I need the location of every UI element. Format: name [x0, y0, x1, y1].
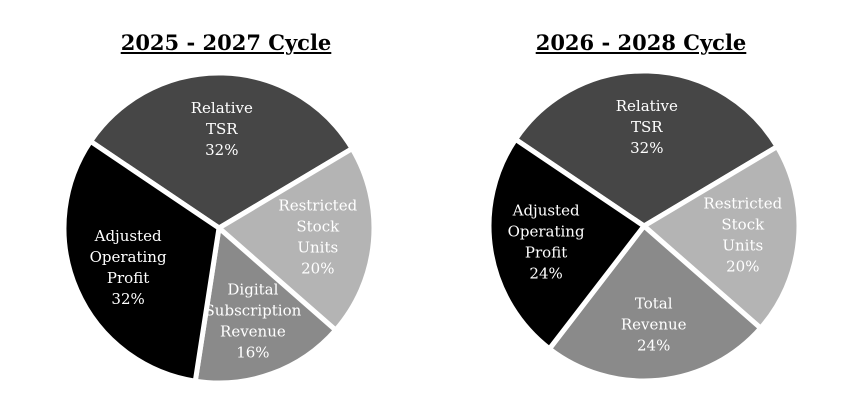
slice-label-digital-subscription-revenue: Digital Subscription Revenue 16%: [205, 281, 302, 362]
slice-label-line: Relative: [191, 99, 253, 117]
chart-title-2026-2028: 2026 - 2028 Cycle: [535, 30, 747, 55]
slice-label-line: Units: [722, 237, 763, 255]
slice-label-line: Total: [635, 295, 673, 313]
slice-label-line: Revenue: [220, 323, 286, 341]
slice-value-label: 32%: [205, 141, 238, 159]
pie-slice-digital-subscription-revenue: [192, 225, 339, 386]
slice-value-label: 20%: [301, 260, 334, 278]
slice-value-label: 24%: [637, 337, 670, 355]
slice-label-line: TSR: [631, 118, 663, 136]
slice-label-line: TSR: [206, 120, 238, 138]
slice-label-line: Operating: [508, 222, 585, 240]
slice-label-line: Operating: [90, 248, 167, 266]
slice-label-adjusted-operating-profit: Adjusted Operating Profit 24%: [508, 201, 585, 282]
slice-label-line: Adjusted: [512, 201, 580, 219]
slice-label-adjusted-operating-profit: Adjusted Operating Profit 32%: [90, 227, 167, 308]
pie-slice-relative-tsr: [88, 70, 355, 231]
slice-label-line: Digital: [227, 281, 278, 299]
slice-label-line: Subscription: [205, 302, 302, 320]
slice-label-line: Revenue: [621, 316, 687, 334]
pie-chart-1: Relative TSR 32% Restricted Stock Units 20% Dig…: [61, 70, 377, 386]
slice-label-line: Relative: [616, 97, 678, 115]
slice-label-line: Restricted: [703, 195, 782, 213]
slice-label-line: Units: [297, 239, 338, 257]
slice-label-line: Restricted: [278, 197, 357, 215]
slice-value-label: 16%: [236, 344, 269, 362]
slice-value-label: 20%: [726, 258, 759, 276]
chart-title-2025-2027: 2025 - 2027 Cycle: [120, 30, 332, 55]
slice-label-relative-tsr: Relative TSR 32%: [191, 99, 253, 159]
slice-label-total-revenue: Total Revenue 24%: [621, 295, 687, 355]
slice-value-label: 24%: [529, 264, 562, 282]
pie-slice-restricted-stock-units: [641, 144, 802, 331]
slice-label-restricted-stock-units: Restricted Stock Units 20%: [278, 197, 357, 278]
slice-label-line: Adjusted: [94, 227, 162, 245]
pie-slice-adjusted-operating-profit: [486, 136, 647, 352]
slice-value-label: 32%: [111, 290, 144, 308]
pie-slice-total-revenue: [546, 223, 764, 384]
slice-label-line: Profit: [107, 269, 149, 287]
slice-label-line: Profit: [525, 243, 567, 261]
slice-label-line: Stock: [296, 218, 340, 236]
slice-label-line: Stock: [721, 216, 765, 234]
slice-label-restricted-stock-units: Restricted Stock Units 20%: [703, 195, 782, 276]
pie-chart-2: Relative TSR 32% Restricted Stock Units 20% Tot…: [486, 68, 802, 384]
slice-label-relative-tsr: Relative TSR 32%: [616, 97, 678, 157]
pie-slice-relative-tsr: [513, 68, 780, 229]
slice-value-label: 32%: [630, 139, 663, 157]
pie-slice-restricted-stock-units: [216, 146, 377, 333]
pie-slice-adjusted-operating-profit: [61, 138, 222, 384]
